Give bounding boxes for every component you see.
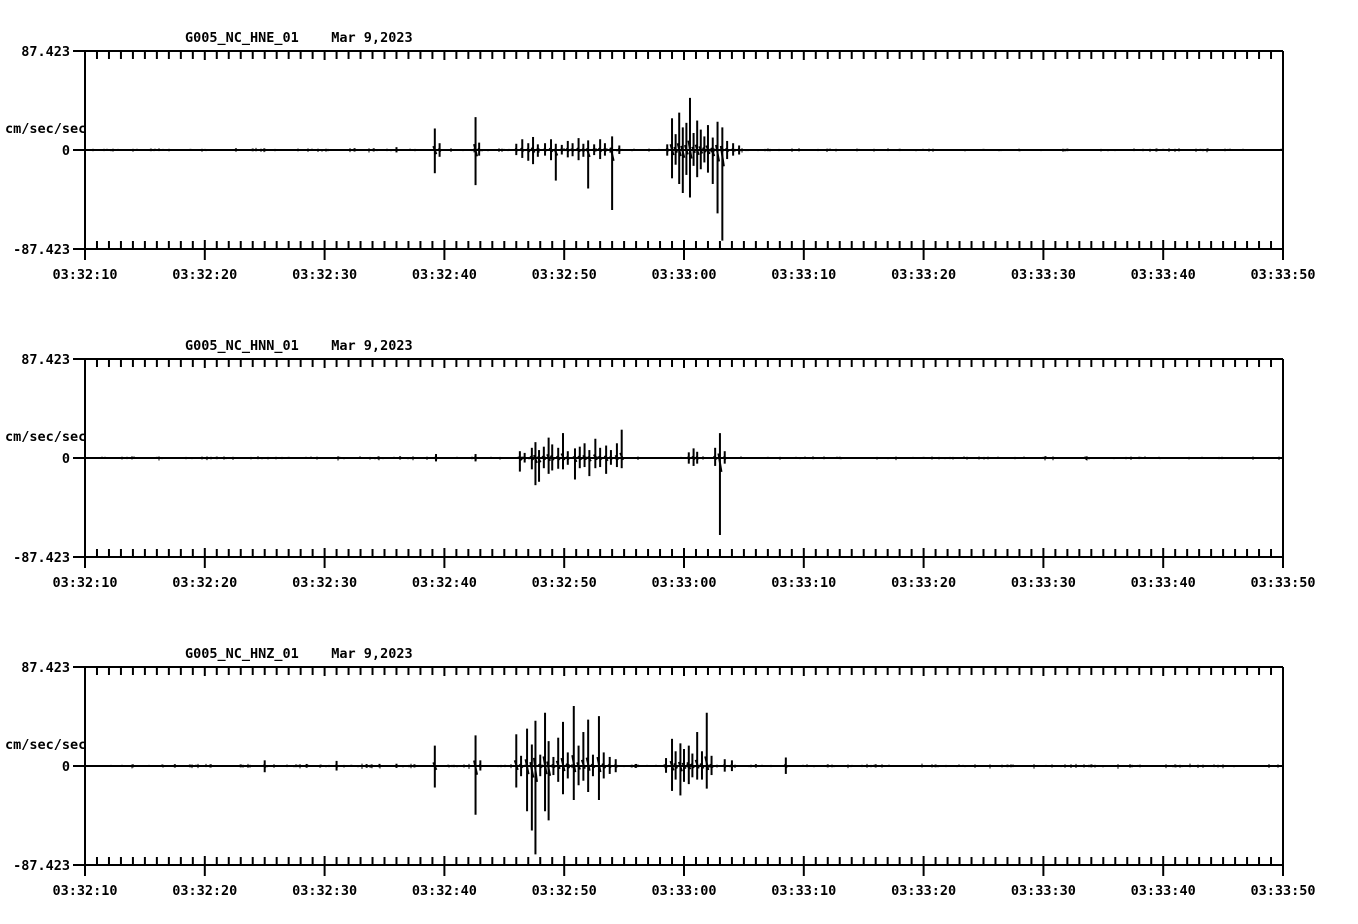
x-axis-tick-label: 03:32:20 [172, 267, 237, 283]
y-axis-zero-label: 0 [62, 143, 70, 159]
x-axis-tick-label: 03:32:10 [52, 575, 117, 591]
x-axis-tick-label: 03:32:40 [412, 575, 477, 591]
x-axis-tick-label: 03:33:40 [1131, 267, 1196, 283]
seismogram-panel-hnz: G005_NC_HNZ_01 Mar 9,2023 87.423 0 -87.423 c… [0, 616, 1358, 924]
x-axis-tick-label: 03:32:40 [412, 883, 477, 899]
x-axis-tick-label: 03:33:00 [651, 883, 716, 899]
panel-title: G005_NC_HNE_01 Mar 9,2023 [185, 30, 413, 46]
seismogram-panel-hnn: G005_NC_HNN_01 Mar 9,2023 87.423 0 -87.423 c… [0, 308, 1358, 616]
x-axis-tick-label: 03:33:10 [771, 575, 836, 591]
x-axis-tick-label: 03:33:00 [651, 267, 716, 283]
y-axis-min-label: -87.423 [13, 242, 70, 258]
y-axis-unit-label: cm/sec/sec [5, 429, 86, 445]
y-axis-max-label: 87.423 [21, 352, 70, 368]
x-axis-tick-label: 03:32:50 [532, 575, 597, 591]
y-axis-unit-label: cm/sec/sec [5, 121, 86, 137]
x-axis-tick-label: 03:33:30 [1011, 575, 1076, 591]
x-axis-tick-label: 03:32:50 [532, 267, 597, 283]
axis-ticks [73, 666, 1284, 876]
panel-plot-area: G005_NC_HNE_01 Mar 9,2023 87.423 0 -87.423 c… [5, 30, 1316, 283]
y-axis-max-label: 87.423 [21, 44, 70, 60]
x-axis-tick-label: 03:32:30 [292, 883, 357, 899]
panel-plot-area: G005_NC_HNN_01 Mar 9,2023 87.423 0 -87.423 c… [5, 338, 1316, 591]
x-axis-tick-label: 03:33:40 [1131, 575, 1196, 591]
x-axis-tick-label: 03:33:50 [1250, 575, 1315, 591]
x-axis-tick-label: 03:32:20 [172, 883, 237, 899]
y-axis-min-label: -87.423 [13, 550, 70, 566]
x-axis-tick-label: 03:32:20 [172, 575, 237, 591]
x-axis-tick-label: 03:33:50 [1250, 267, 1315, 283]
y-axis-min-label: -87.423 [13, 858, 70, 874]
x-axis-tick-label: 03:33:40 [1131, 883, 1196, 899]
x-axis-tick-label: 03:33:50 [1250, 883, 1315, 899]
x-axis-tick-label: 03:33:10 [771, 267, 836, 283]
axis-ticks [73, 50, 1284, 260]
x-axis-tick-label: 03:32:30 [292, 267, 357, 283]
axis-ticks [73, 358, 1284, 568]
x-axis-tick-label: 03:32:10 [52, 883, 117, 899]
x-axis-tick-label: 03:33:30 [1011, 267, 1076, 283]
y-axis-max-label: 87.423 [21, 660, 70, 676]
waveform-trace [85, 705, 1282, 855]
panel-plot-area: G005_NC_HNZ_01 Mar 9,2023 87.423 0 -87.423 c… [5, 646, 1316, 899]
x-axis-tick-label: 03:32:30 [292, 575, 357, 591]
x-axis-tick-label: 03:33:20 [891, 575, 956, 591]
x-axis-tick-label: 03:33:00 [651, 575, 716, 591]
x-axis-tick-label: 03:33:10 [771, 883, 836, 899]
waveform-trace [89, 97, 1283, 241]
x-axis-tick-label: 03:32:40 [412, 267, 477, 283]
x-axis-tick-label: 03:32:10 [52, 267, 117, 283]
seismogram-panel-hne: G005_NC_HNE_01 Mar 9,2023 87.423 0 -87.423 c… [0, 0, 1358, 308]
panel-title: G005_NC_HNZ_01 Mar 9,2023 [185, 646, 413, 662]
x-axis-tick-label: 03:32:50 [532, 883, 597, 899]
waveform-trace [84, 429, 1280, 536]
x-axis-tick-label: 03:33:20 [891, 267, 956, 283]
x-axis-tick-label: 03:33:20 [891, 883, 956, 899]
x-axis-tick-label: 03:33:30 [1011, 883, 1076, 899]
y-axis-zero-label: 0 [62, 451, 70, 467]
y-axis-unit-label: cm/sec/sec [5, 737, 86, 753]
y-axis-zero-label: 0 [62, 759, 70, 775]
panel-title: G005_NC_HNN_01 Mar 9,2023 [185, 338, 413, 354]
